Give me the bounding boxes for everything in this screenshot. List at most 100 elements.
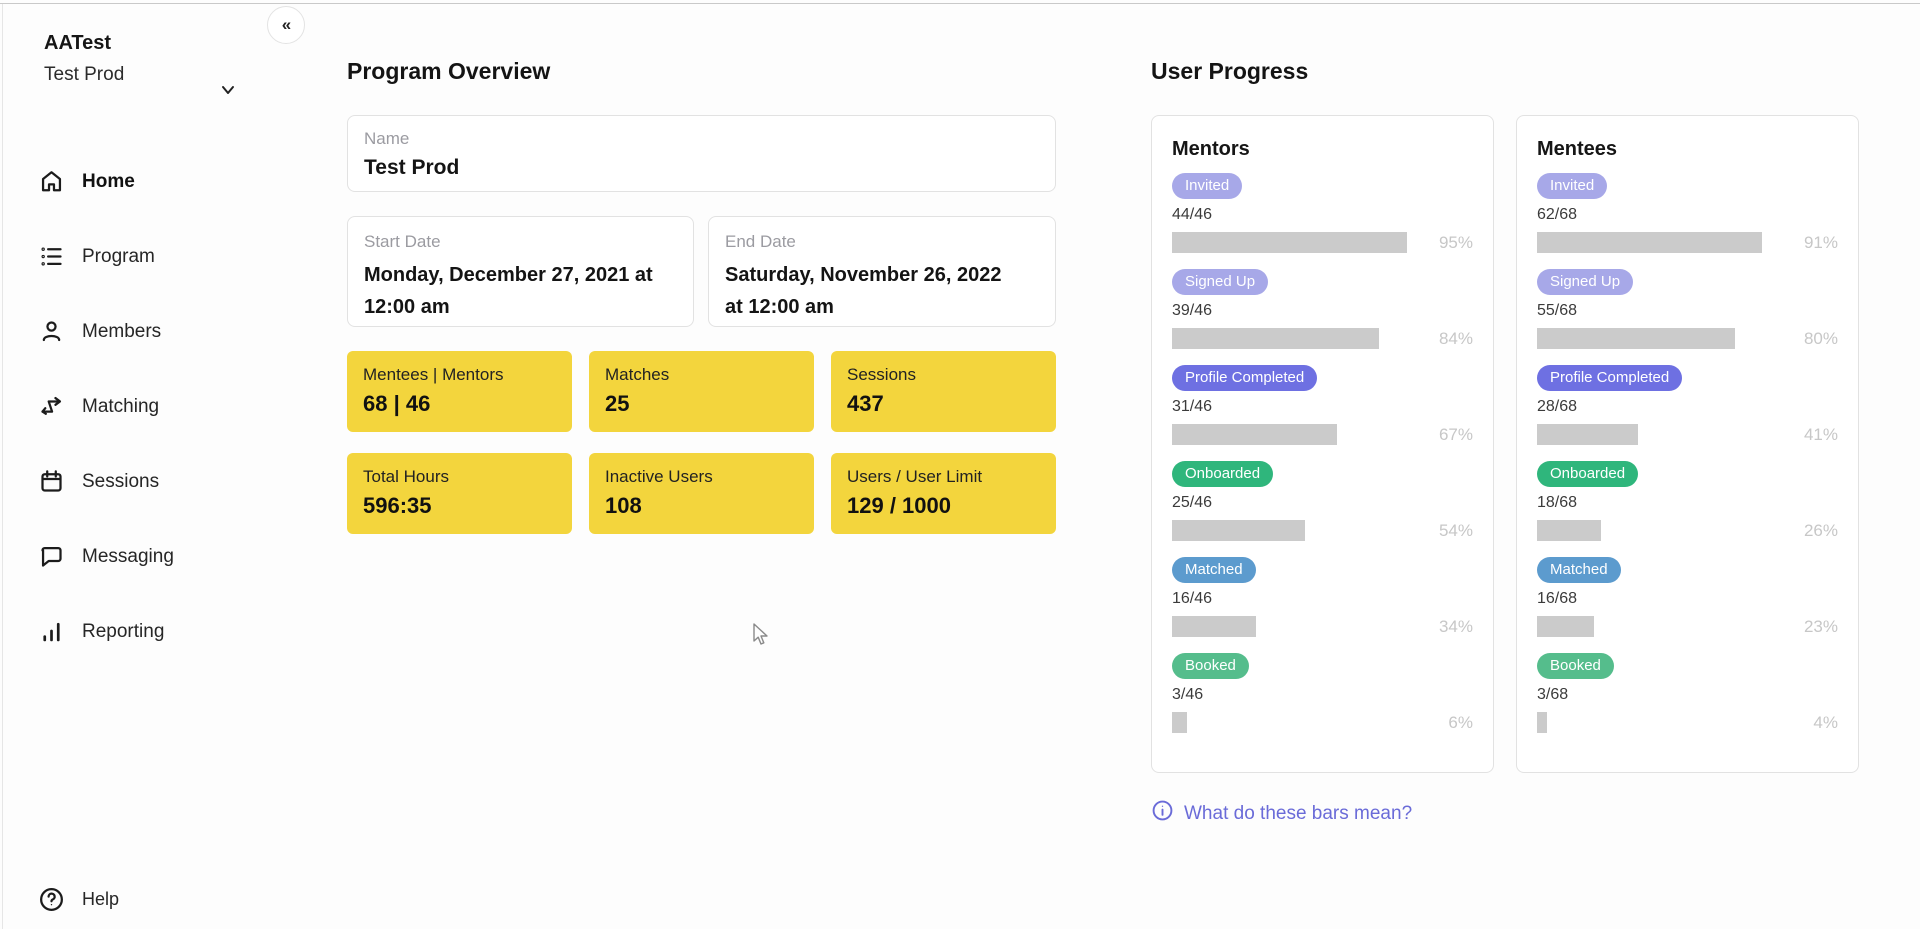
stage-percent: 84% (1438, 328, 1473, 348)
stage-percent: 91% (1803, 232, 1838, 252)
sidebar-item-label: Program (82, 245, 155, 267)
stat-card-users-user-limit: Users / User Limit 129 / 1000 (831, 453, 1056, 534)
stage-count: 28/68 (1537, 398, 1578, 415)
end-date-field[interactable]: End Date Saturday, November 26, 2022 at … (708, 216, 1056, 327)
progress-bar-fill (1172, 328, 1380, 349)
stage-bar-row: 54% (1172, 520, 1473, 541)
progress-bar-track (1537, 520, 1784, 541)
sidebar-collapse-button[interactable]: « (267, 6, 305, 44)
progress-stage-invited: Invited 44/46 95% (1172, 173, 1473, 253)
page-title: Program Overview (347, 58, 551, 84)
mouse-cursor (750, 622, 772, 653)
sidebar-item-label: Reporting (82, 620, 165, 642)
stage-bar-row: 26% (1537, 520, 1838, 541)
stage-bar-row: 67% (1172, 424, 1473, 445)
progress-bar-track (1172, 424, 1419, 445)
progress-cards-row: Mentors Invited 44/46 95% Signed Up 39/46 84% P… (1151, 115, 1859, 773)
progress-stage-signed-up: Signed Up 55/68 80% (1537, 269, 1838, 349)
progress-bar-fill (1537, 520, 1602, 541)
start-date-value: Monday, December 27, 2021 at 12:00 am (364, 264, 653, 318)
program-name-field[interactable]: Name Test Prod (347, 115, 1056, 192)
start-date-field[interactable]: Start Date Monday, December 27, 2021 at … (347, 216, 694, 327)
sidebar-nav: Home Program Members Matching Sessions Messag… (3, 144, 266, 669)
progress-stage-signed-up: Signed Up 39/46 84% (1172, 269, 1473, 349)
stage-percent: 41% (1803, 424, 1838, 444)
window-top-border (0, 3, 1920, 4)
progress-card-mentees: Mentees Invited 62/68 91% Signed Up 55/68 80% P… (1516, 115, 1859, 773)
progress-bar-track (1172, 616, 1419, 637)
stat-value: 68 | 46 (363, 391, 431, 416)
bars-legend-link[interactable]: What do these bars mean? (1151, 799, 1859, 828)
progress-bar-track (1172, 232, 1419, 253)
stage-badge: Booked (1172, 653, 1249, 679)
progress-card-title: Mentors (1172, 138, 1250, 160)
stat-card-sessions: Sessions 437 (831, 351, 1056, 432)
list-icon (38, 243, 65, 270)
stage-percent: 6% (1448, 712, 1473, 732)
stage-percent: 23% (1803, 616, 1838, 636)
stage-badge: Matched (1172, 557, 1256, 583)
progress-stage-onboarded: Onboarded 25/46 54% (1172, 461, 1473, 541)
sidebar-item-matching[interactable]: Matching (3, 369, 266, 444)
org-name: AATest (44, 32, 112, 54)
progress-card-title: Mentees (1537, 138, 1618, 160)
chat-bubble-icon (38, 543, 65, 570)
name-field-label: Name (364, 129, 410, 148)
progress-bar-fill (1537, 712, 1547, 733)
end-date-label: End Date (725, 232, 796, 251)
progress-bar-fill (1537, 232, 1762, 253)
stage-badge: Profile Completed (1537, 365, 1683, 391)
stage-badge: Signed Up (1172, 269, 1269, 295)
stage-bar-row: 41% (1537, 424, 1838, 445)
stage-bar-row: 4% (1537, 712, 1838, 733)
progress-bar-track (1172, 520, 1419, 541)
current-program-name: Test Prod (44, 64, 125, 85)
stat-card-total-hours: Total Hours 596:35 (347, 453, 572, 534)
stage-count: 31/46 (1172, 398, 1213, 415)
sidebar-item-members[interactable]: Members (3, 294, 266, 369)
progress-bar-track (1537, 424, 1784, 445)
progress-stage-profile-completed: Profile Completed 31/46 67% (1172, 365, 1473, 445)
sidebar-item-help[interactable]: Help (38, 886, 119, 913)
stage-badge: Invited (1172, 173, 1243, 199)
help-label: Help (82, 889, 120, 909)
progress-bar-fill (1172, 424, 1338, 445)
sidebar-item-home[interactable]: Home (3, 144, 266, 219)
stage-percent: 26% (1803, 520, 1838, 540)
sidebar-item-label: Members (82, 320, 162, 342)
help-icon (38, 886, 65, 913)
progress-stage-booked: Booked 3/68 4% (1537, 653, 1838, 733)
stage-bar-row: 6% (1172, 712, 1473, 733)
stage-count: 3/68 (1537, 686, 1569, 703)
stage-count: 18/68 (1537, 494, 1578, 511)
calendar-icon (38, 468, 65, 495)
progress-bar-track (1537, 328, 1784, 349)
chevron-down-icon[interactable] (218, 60, 238, 127)
stat-label: Users / User Limit (847, 467, 983, 486)
sidebar-item-reporting[interactable]: Reporting (3, 594, 266, 669)
stage-percent: 4% (1813, 712, 1838, 732)
progress-bar-track (1537, 232, 1784, 253)
sidebar-item-sessions[interactable]: Sessions (3, 444, 266, 519)
stat-value: 108 (605, 493, 642, 518)
stat-label: Sessions (847, 365, 916, 384)
progress-card-mentors: Mentors Invited 44/46 95% Signed Up 39/46 84% P… (1151, 115, 1494, 773)
progress-stage-onboarded: Onboarded 18/68 26% (1537, 461, 1838, 541)
stat-value: 596:35 (363, 493, 432, 518)
stage-count: 55/68 (1537, 302, 1578, 319)
collapse-chevrons-icon: « (281, 15, 292, 34)
sidebar-item-label: Messaging (82, 545, 174, 567)
stage-count: 16/68 (1537, 590, 1578, 607)
stage-percent: 54% (1438, 520, 1473, 540)
stage-badge: Invited (1537, 173, 1608, 199)
sidebar-item-messaging[interactable]: Messaging (3, 519, 266, 594)
info-icon (1151, 799, 1174, 828)
program-switcher[interactable]: AATest Test Prod (44, 32, 244, 94)
bar-chart-icon (38, 618, 65, 645)
date-row: Start Date Monday, December 27, 2021 at … (347, 216, 1056, 327)
sidebar-item-program[interactable]: Program (3, 219, 266, 294)
progress-stage-matched: Matched 16/68 23% (1537, 557, 1838, 637)
stage-count: 3/46 (1172, 686, 1204, 703)
progress-stage-matched: Matched 16/46 34% (1172, 557, 1473, 637)
stat-value: 437 (847, 391, 884, 416)
